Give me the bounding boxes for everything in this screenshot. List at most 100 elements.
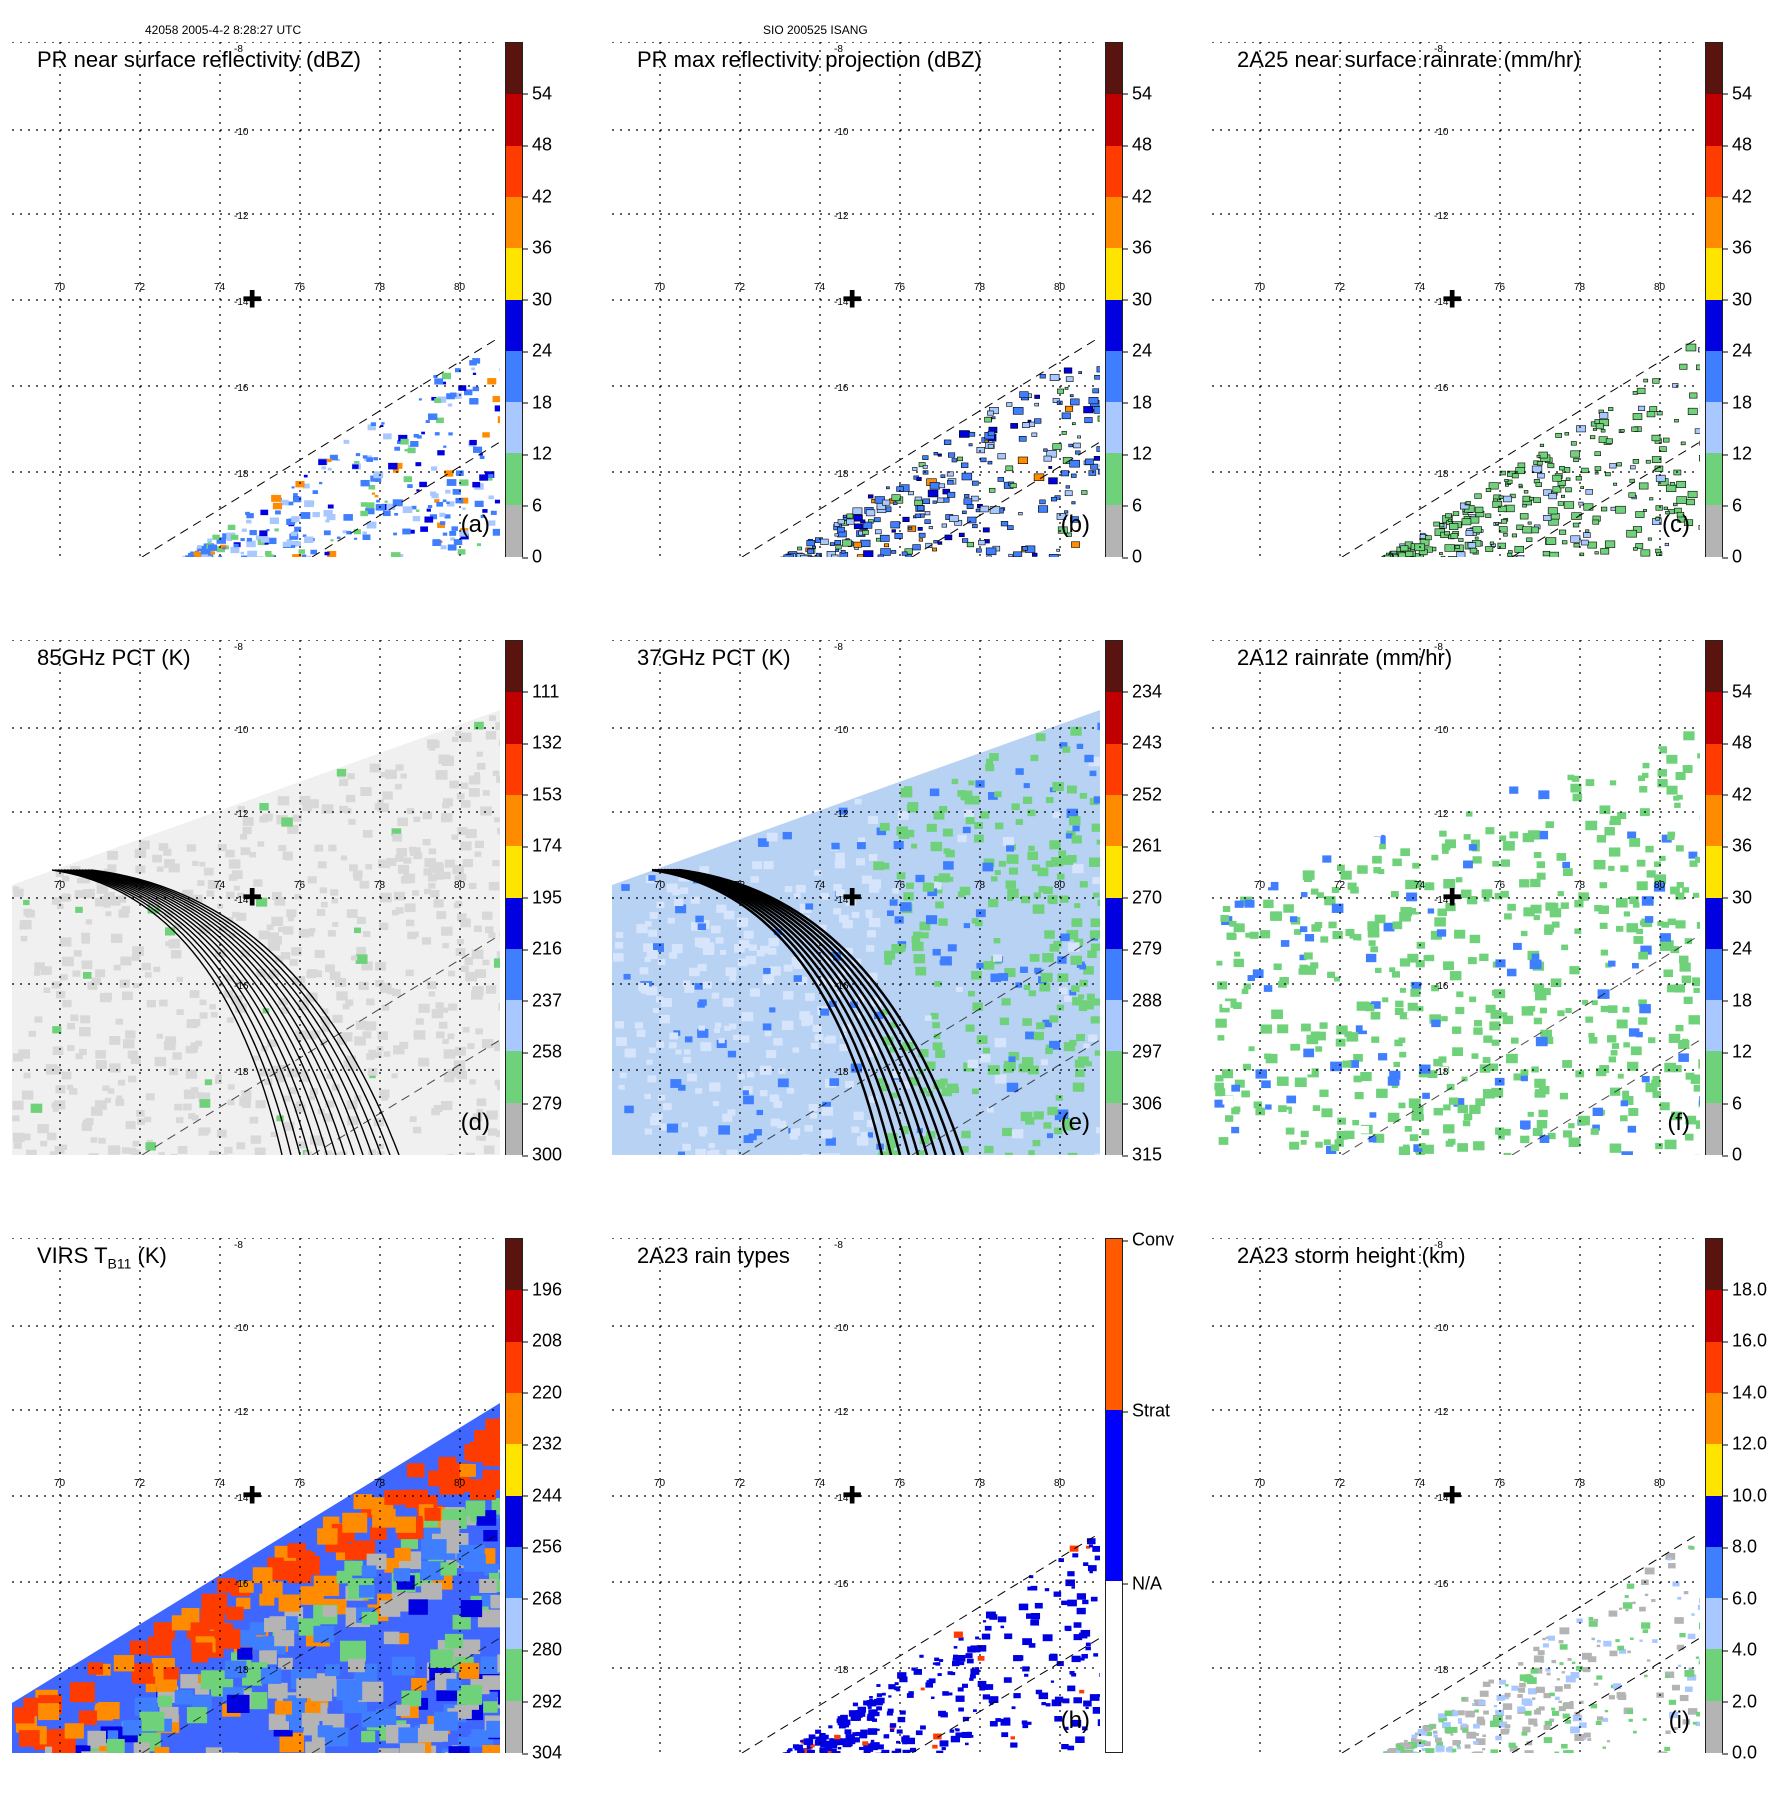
latitude-label: -10 bbox=[1434, 1323, 1448, 1334]
longitude-label: 70 bbox=[54, 282, 65, 293]
colorbar-segment bbox=[1706, 1470, 1722, 1497]
latitude-label: -16 bbox=[234, 383, 248, 394]
colorbar-segment bbox=[1706, 795, 1722, 822]
colorbar-tick-label: 48 bbox=[1732, 733, 1752, 754]
panel-title: 37GHz PCT (K) bbox=[637, 645, 791, 671]
colorbar-segment bbox=[1706, 1290, 1722, 1317]
colorbar-segment bbox=[506, 718, 522, 745]
colorbar-segment bbox=[506, 744, 522, 771]
colorbar-tick-label: 279 bbox=[1132, 939, 1162, 960]
colorbar-segment bbox=[1706, 1649, 1722, 1676]
longitude-label: 70 bbox=[1254, 880, 1265, 891]
colorbar-tick-label: 12 bbox=[1132, 444, 1152, 465]
colorbar-tick-label: 54 bbox=[532, 83, 552, 104]
colorbar-tick-label: 42 bbox=[1732, 186, 1752, 207]
latitude-label: -12 bbox=[1434, 211, 1448, 222]
colorbar-tick-label: 42 bbox=[1132, 186, 1152, 207]
data-field bbox=[1212, 710, 1700, 1155]
longitude-label: 76 bbox=[1494, 282, 1505, 293]
colorbar-tick-label: 0.0 bbox=[1732, 1743, 1757, 1764]
colorbar-segment bbox=[506, 1342, 522, 1369]
colorbar-segment bbox=[1706, 692, 1722, 719]
colorbar-segment bbox=[1106, 94, 1122, 121]
latitude-label: -12 bbox=[834, 1407, 848, 1418]
colorbar-segment bbox=[1106, 744, 1122, 771]
colorbar-segment bbox=[1106, 769, 1122, 796]
colorbar-segment bbox=[1106, 146, 1122, 173]
colorbar-tick-label: 297 bbox=[1132, 1042, 1162, 1063]
colorbar-segment bbox=[506, 1547, 522, 1574]
colorbar-tick-label: 6.0 bbox=[1732, 1588, 1757, 1609]
colorbar-tick-label: 111 bbox=[532, 681, 559, 702]
storm-center-marker: ✚ bbox=[242, 884, 262, 913]
colorbar-segment bbox=[1706, 667, 1722, 694]
colorbar-segment bbox=[506, 94, 522, 121]
longitude-label: 72 bbox=[734, 1478, 745, 1489]
colorbar-tick-label: 237 bbox=[532, 990, 562, 1011]
colorbar-tick-label: 256 bbox=[532, 1537, 562, 1558]
colorbar-tick-label: 30 bbox=[1732, 887, 1752, 908]
longitude-label: 78 bbox=[374, 282, 385, 293]
colorbar-segment bbox=[506, 821, 522, 848]
colorbar-segment bbox=[1106, 479, 1122, 506]
colorbar-tick-label: 24 bbox=[1132, 341, 1152, 362]
colorbar-segment bbox=[506, 1572, 522, 1599]
data-field bbox=[183, 358, 500, 557]
storm-center-marker: ✚ bbox=[1442, 286, 1462, 315]
colorbar-segment bbox=[506, 949, 522, 976]
colorbar-segment bbox=[1706, 718, 1722, 745]
colorbar-segment bbox=[1706, 1077, 1722, 1104]
longitude-label: 80 bbox=[1654, 282, 1665, 293]
colorbar-segment bbox=[1706, 1128, 1722, 1155]
colorbar-segment bbox=[506, 1367, 522, 1394]
colorbar-tick-label: 30 bbox=[532, 289, 552, 310]
colorbar-segment bbox=[1706, 453, 1722, 480]
latitude-label: -12 bbox=[834, 211, 848, 222]
colorbar-tick-label: 24 bbox=[1732, 341, 1752, 362]
colorbar-tick-label: 48 bbox=[1132, 135, 1152, 156]
colorbar-tick-label: 8.0 bbox=[1732, 1537, 1757, 1558]
colorbar-tick-label: 16.0 bbox=[1732, 1331, 1767, 1352]
colorbar-segment bbox=[506, 1000, 522, 1027]
colorbar-segment bbox=[506, 1103, 522, 1130]
colorbar-segment bbox=[1706, 923, 1722, 950]
colorbar-segment bbox=[1706, 248, 1722, 275]
longitude-label: 78 bbox=[974, 1478, 985, 1489]
colorbar-segment bbox=[506, 300, 522, 327]
colorbar-tick-label: 48 bbox=[1732, 135, 1752, 156]
longitude-label: 74 bbox=[1414, 1478, 1425, 1489]
colorbar-segment bbox=[506, 376, 522, 403]
panel-title: PR near surface reflectivity (dBZ) bbox=[37, 47, 361, 73]
latitude-label: -16 bbox=[234, 981, 248, 992]
colorbar-segment bbox=[1706, 530, 1722, 557]
colorbar-segment bbox=[506, 1290, 522, 1317]
colorbar-tick-label: 36 bbox=[1732, 238, 1752, 259]
colorbar-segment bbox=[1106, 1000, 1122, 1027]
longitude-label: 80 bbox=[1654, 1478, 1665, 1489]
colorbar-tick-label: 315 bbox=[1132, 1145, 1162, 1166]
colorbar-segment bbox=[1706, 94, 1722, 121]
colorbar-tick-label: 252 bbox=[1132, 784, 1162, 805]
storm-center-marker: ✚ bbox=[842, 884, 862, 913]
colorbar-segment bbox=[1706, 1393, 1722, 1420]
colorbar-tick-label: 244 bbox=[532, 1485, 562, 1506]
colorbar-segment bbox=[1706, 43, 1722, 70]
colorbar-segment bbox=[506, 846, 522, 873]
colorbar bbox=[1105, 42, 1123, 557]
colorbar-segment bbox=[1106, 1103, 1122, 1130]
longitude-label: 74 bbox=[214, 282, 225, 293]
longitude-label: 72 bbox=[134, 282, 145, 293]
panel-label: (d) bbox=[461, 1109, 490, 1137]
storm-center-marker: ✚ bbox=[842, 1482, 862, 1511]
colorbar-segment bbox=[1106, 1581, 1122, 1752]
latitude-label: -10 bbox=[234, 725, 248, 736]
header-center: SIO 200525 ISANG bbox=[763, 23, 868, 37]
colorbar-segment bbox=[1706, 641, 1722, 668]
colorbar-segment bbox=[1706, 402, 1722, 429]
colorbar-segment bbox=[1106, 43, 1122, 70]
colorbar-segment bbox=[1106, 223, 1122, 250]
